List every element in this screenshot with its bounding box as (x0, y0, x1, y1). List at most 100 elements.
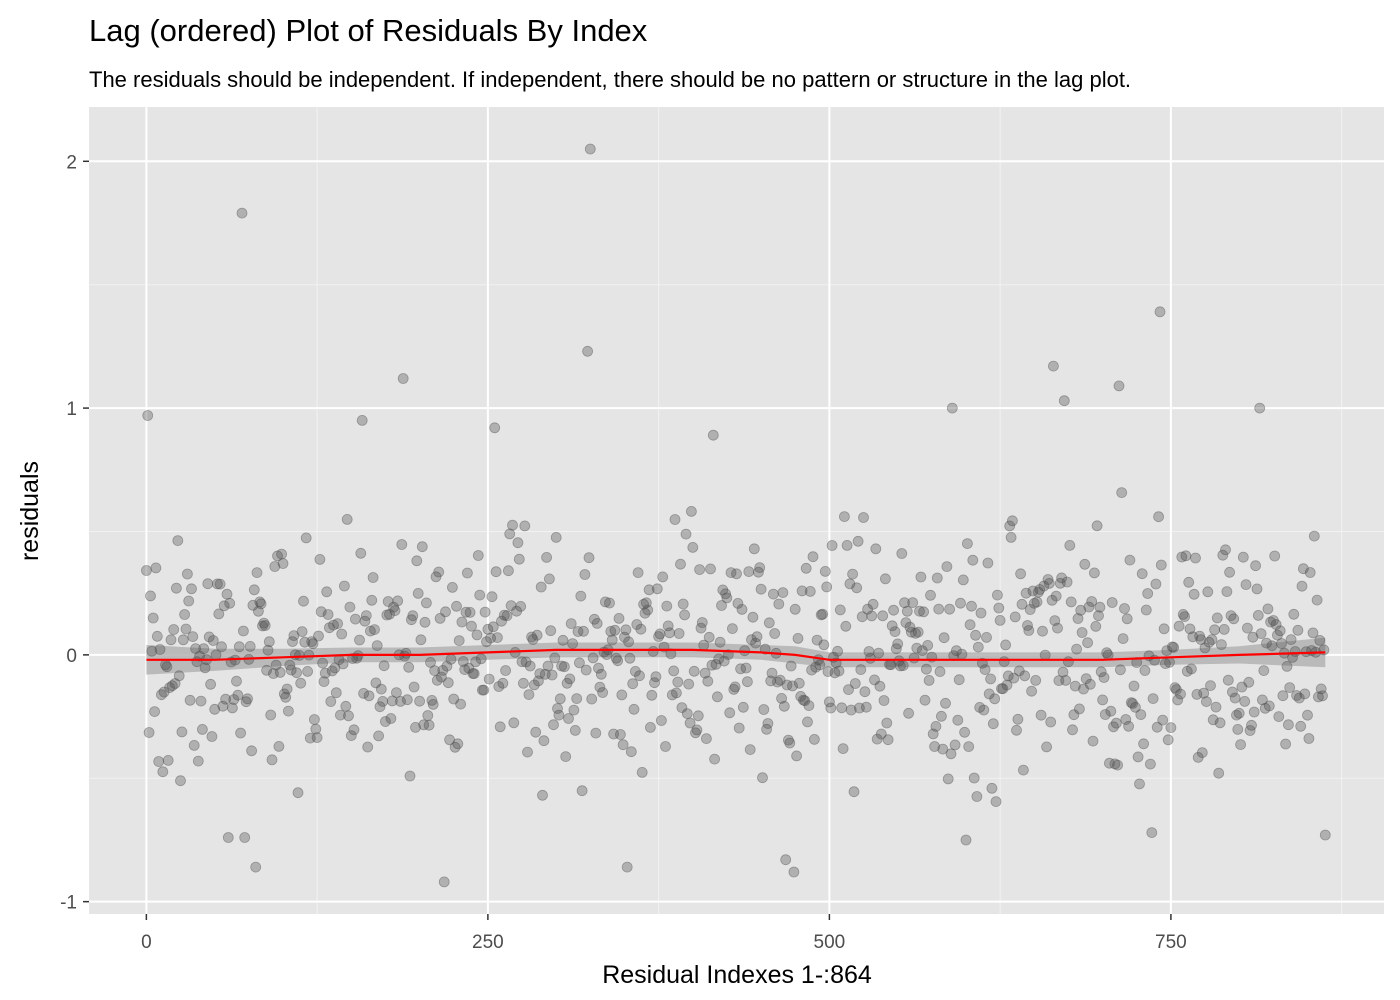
residual-point (938, 632, 950, 644)
residual-point (675, 558, 686, 570)
residual-point (843, 684, 854, 695)
residual-point (696, 617, 708, 628)
residual-point (1259, 702, 1271, 714)
residual-point (329, 662, 341, 674)
residual-point (304, 732, 316, 744)
residual-point (541, 552, 552, 563)
residual-point (962, 538, 973, 549)
residual-point (362, 741, 374, 753)
residual-point (860, 701, 872, 713)
residual-point (996, 683, 1007, 694)
residual-point (293, 650, 305, 661)
residual-point (317, 657, 329, 669)
residual-point (1084, 678, 1096, 690)
residual-point (1030, 675, 1042, 686)
residual-point (224, 597, 236, 609)
residual-point (1209, 624, 1220, 636)
residual-point (997, 683, 1009, 695)
residual-point (1136, 568, 1148, 580)
residual-point (1298, 563, 1309, 575)
residual-point (427, 699, 439, 710)
residual-point (337, 658, 349, 670)
residual-point (500, 665, 512, 676)
residual-point (1071, 643, 1082, 655)
residual-point (258, 617, 270, 629)
residual-point (140, 565, 152, 576)
residual-point (481, 636, 492, 648)
residual-point (287, 636, 298, 647)
residual-point (1082, 637, 1093, 649)
residual-point (694, 564, 705, 575)
residual-point (319, 667, 331, 679)
residual-point (512, 537, 524, 549)
residual-point (444, 734, 456, 746)
residual-point (721, 592, 733, 604)
residual-point (1284, 682, 1296, 693)
residual-point (1233, 707, 1245, 719)
residual-point (736, 604, 748, 615)
residual-point (364, 625, 376, 637)
residual-point (1221, 586, 1233, 597)
residual-point (288, 630, 300, 641)
residual-point (1086, 596, 1098, 607)
residual-point (712, 691, 723, 703)
residual-point (1094, 601, 1106, 613)
residual-point (784, 737, 796, 749)
residual-point (746, 634, 757, 646)
residual-point (1280, 738, 1291, 750)
residual-point (273, 741, 285, 752)
residual-point (328, 619, 339, 631)
residual-point (1268, 615, 1279, 626)
residual-point (1108, 721, 1119, 733)
residual-point (1281, 661, 1293, 672)
residual-point (1068, 709, 1080, 721)
residual-point (987, 718, 999, 730)
residual-point (763, 617, 775, 629)
residual-point (489, 422, 501, 434)
residual-point (205, 678, 217, 690)
residual-point (231, 675, 242, 687)
residual-point (656, 715, 667, 726)
x-tick-label: 500 (814, 932, 846, 953)
residual-point (1099, 709, 1111, 720)
residual-point (326, 665, 338, 677)
residual-point (181, 568, 193, 580)
residual-point (332, 618, 344, 629)
residual-point (869, 674, 880, 686)
residual-point (574, 657, 585, 669)
residual-point (680, 528, 692, 540)
residual-point (695, 622, 707, 634)
residual-point (1229, 692, 1241, 704)
residual-point (1119, 603, 1130, 614)
residual-point (699, 667, 711, 679)
residual-point (1199, 642, 1211, 654)
residual-point (155, 689, 167, 701)
residual-point (236, 207, 248, 219)
residual-point (590, 727, 602, 739)
residual-point (929, 741, 940, 752)
residual-point (149, 706, 161, 717)
residual-point (244, 641, 256, 652)
residual-point (1307, 627, 1319, 639)
residual-point (433, 566, 445, 578)
residual-point (537, 789, 548, 801)
residual-point (531, 629, 543, 641)
residual-point (1254, 402, 1266, 414)
residual-point (390, 687, 402, 698)
residual-point (334, 709, 346, 721)
residual-point (254, 596, 266, 608)
residual-point (1186, 663, 1197, 675)
residual-point (597, 687, 608, 698)
residual-point (1104, 757, 1115, 769)
residual-point (632, 567, 644, 578)
residual-point (552, 703, 563, 714)
residual-point (1134, 778, 1145, 790)
residual-point (910, 627, 921, 639)
residual-point (844, 578, 856, 590)
residual-point (773, 598, 785, 610)
residual-point (470, 656, 482, 668)
residual-point (733, 722, 745, 734)
residual-point (834, 604, 846, 616)
residual-point (142, 410, 154, 421)
residual-point (839, 511, 850, 522)
